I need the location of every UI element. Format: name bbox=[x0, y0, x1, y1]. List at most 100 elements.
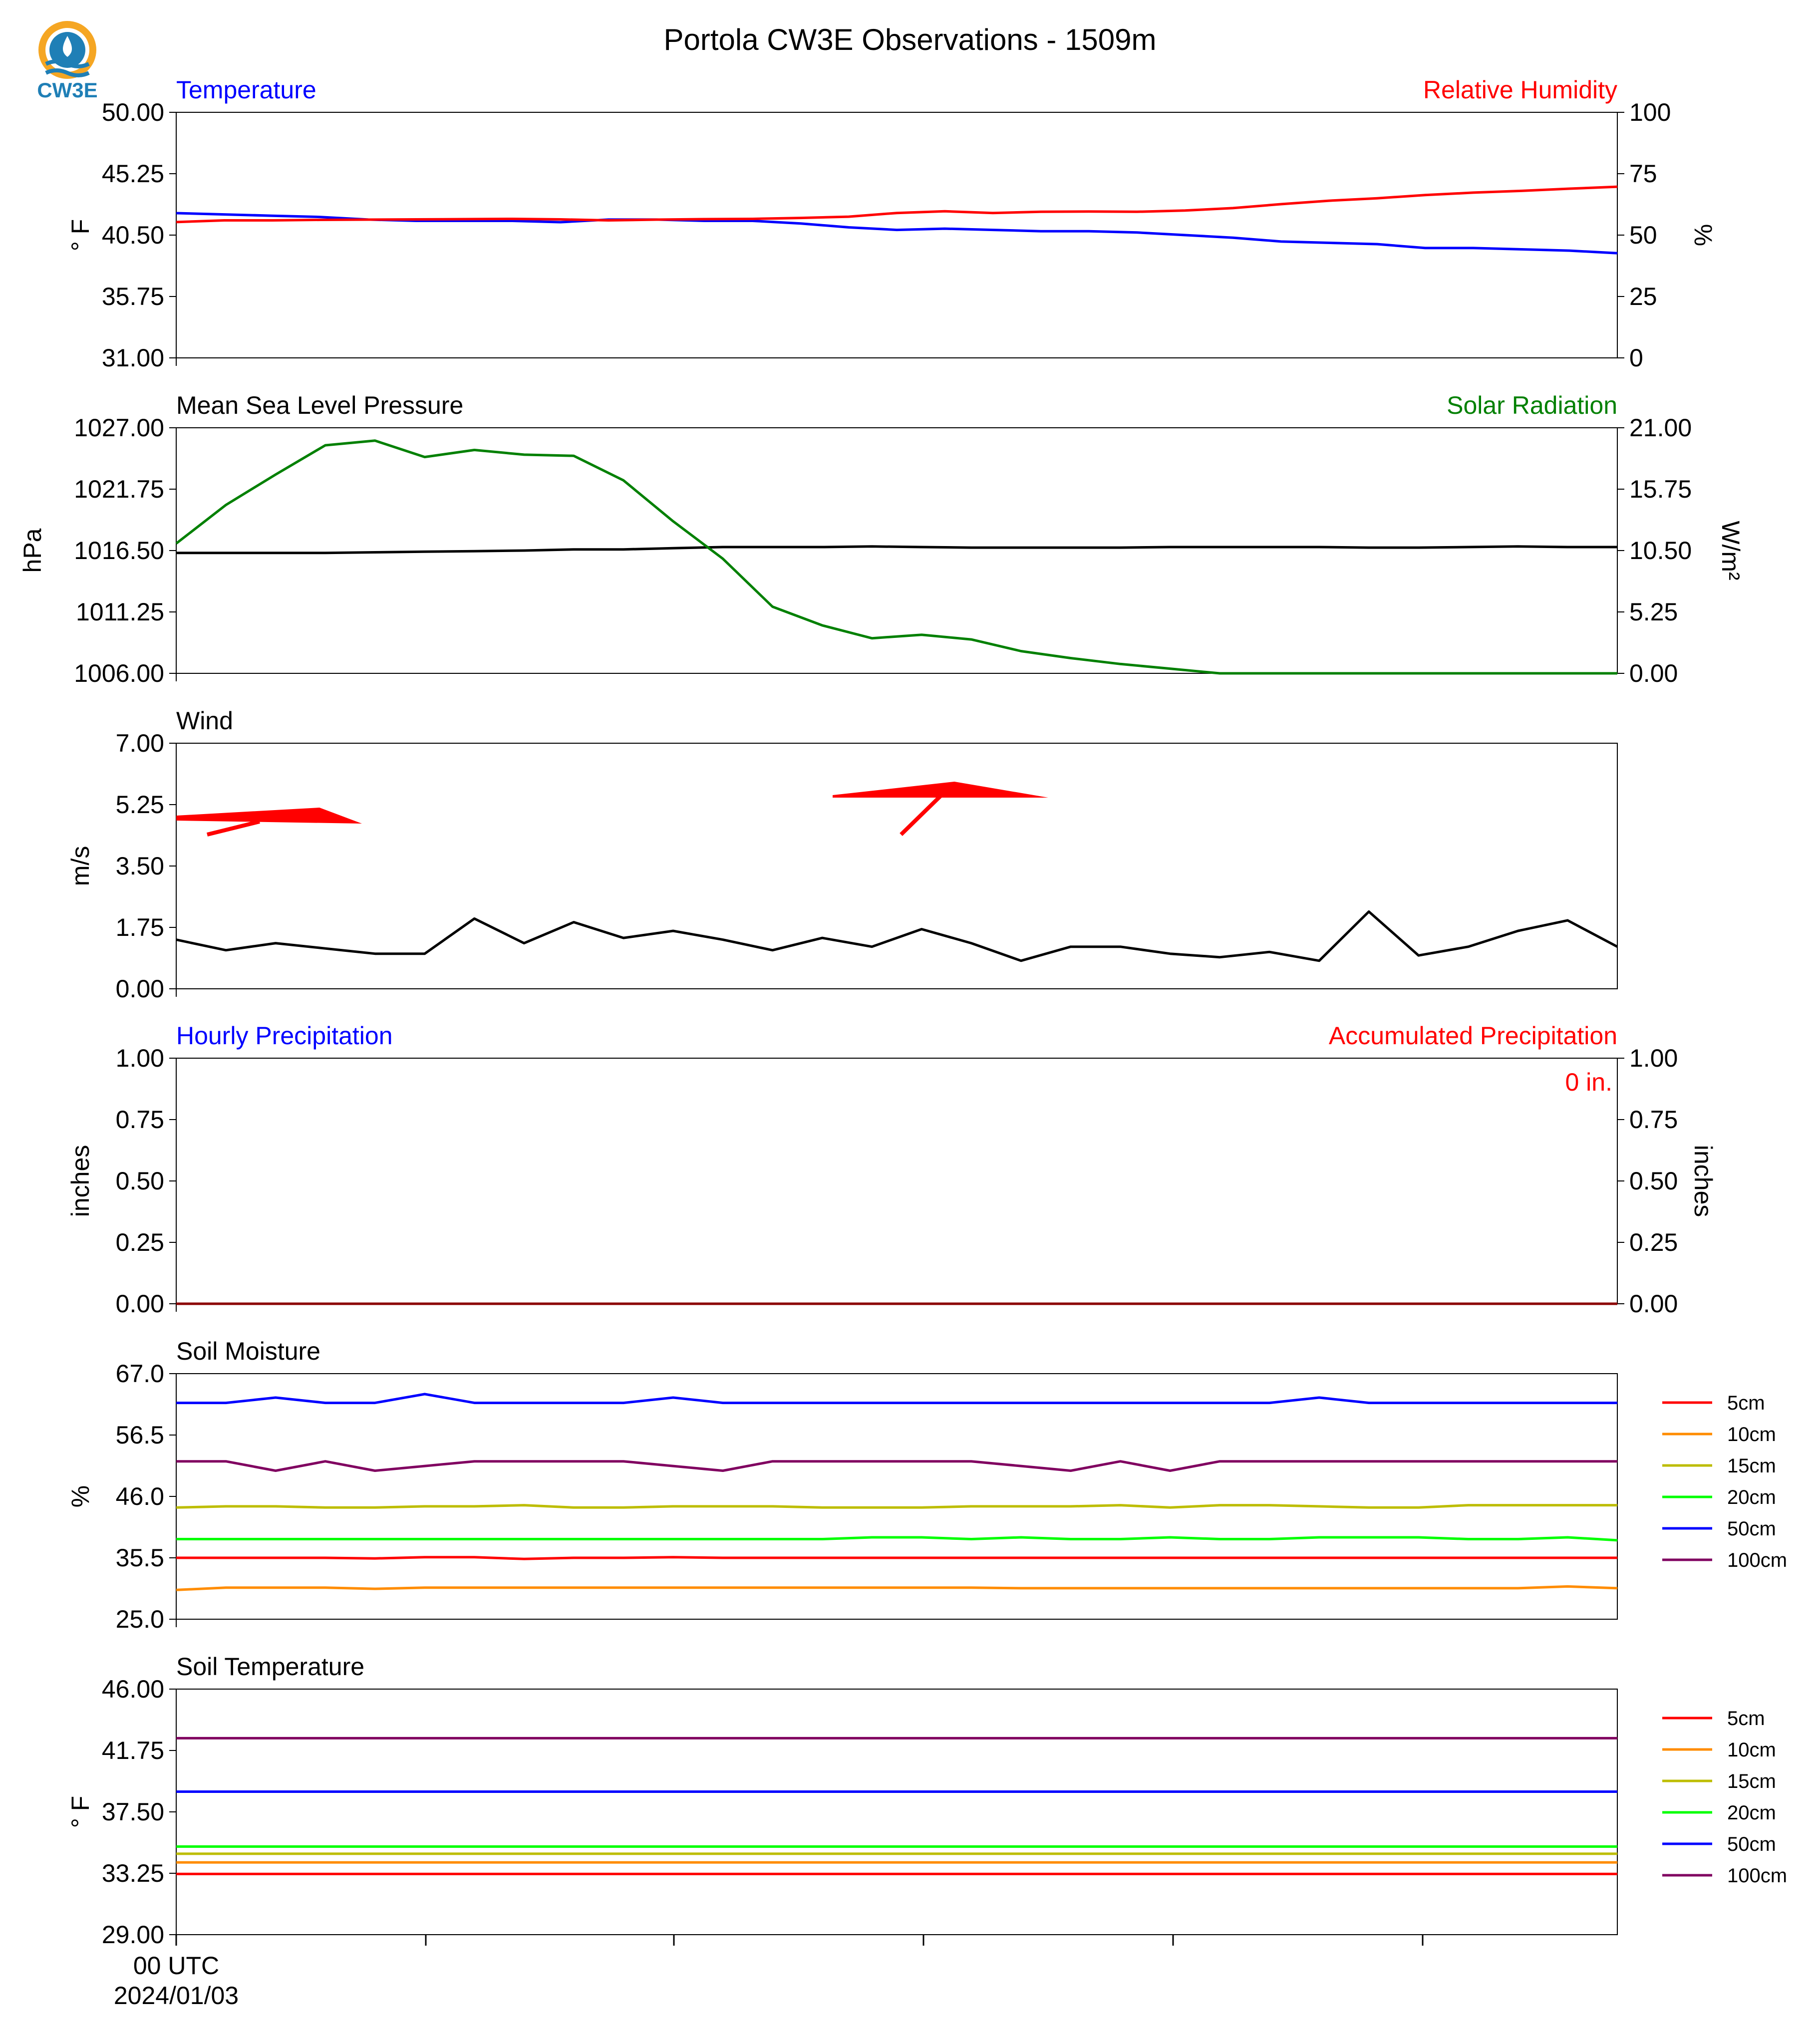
y-tick-label-left: 40.50 bbox=[102, 221, 164, 249]
series-line-0 bbox=[176, 910, 1618, 962]
y-tick-label-left: 1016.50 bbox=[74, 537, 164, 565]
x-tick-label-start: 00 UTC bbox=[133, 1952, 219, 1980]
y-tick-label-left: 67.0 bbox=[116, 1360, 164, 1388]
legend-label-5cm: 5cm bbox=[1727, 1392, 1765, 1414]
panel-soil_temperature: Soil Temperature 29.00 33.25 37.50 41.75 46.0… bbox=[66, 1653, 1787, 1949]
panel-frame bbox=[176, 1689, 1618, 1935]
y-axis-label-right: % bbox=[1689, 224, 1717, 246]
y-axis-label-left: m/s bbox=[66, 846, 94, 886]
y-tick-label-left: 56.5 bbox=[116, 1421, 164, 1449]
y-axis-label-right: W/m² bbox=[1717, 521, 1745, 580]
wind-barb-2-staff bbox=[900, 794, 942, 836]
y-tick-label-left: 37.50 bbox=[102, 1798, 164, 1826]
y-tick-label-right: 0.75 bbox=[1629, 1106, 1678, 1134]
y-tick-label-left: 33.25 bbox=[102, 1859, 164, 1887]
y-tick-label-right: 1.00 bbox=[1629, 1044, 1678, 1072]
legend-label-100cm: 100cm bbox=[1727, 1865, 1787, 1887]
y-tick-label-right: 0 bbox=[1629, 344, 1643, 372]
panel-title-left: Soil Moisture bbox=[176, 1337, 320, 1365]
y-tick-label-right: 75 bbox=[1629, 160, 1657, 188]
panel-frame bbox=[176, 1373, 1618, 1620]
legend-label-50cm: 50cm bbox=[1727, 1833, 1776, 1855]
y-tick-label-left: 0.25 bbox=[116, 1228, 164, 1256]
y-tick-label-right: 0.25 bbox=[1629, 1228, 1678, 1256]
y-axis-label-left: hPa bbox=[18, 528, 46, 573]
x-date-label: 2024/01/03 bbox=[114, 1982, 239, 2010]
figure-title: Portola CW3E Observations - 1509m bbox=[663, 23, 1156, 56]
y-tick-label-left: 7.00 bbox=[116, 729, 164, 757]
panels: Temperature Relative Humidity 31.00 35.75 40… bbox=[18, 76, 1787, 1949]
y-tick-label-left: 1011.25 bbox=[76, 598, 164, 626]
series-line-5cm bbox=[176, 1556, 1617, 1560]
y-axis-label-left: inches bbox=[66, 1145, 94, 1217]
y-tick-label-left: 46.0 bbox=[116, 1482, 164, 1510]
y-tick-label-left: 1.75 bbox=[116, 913, 164, 941]
y-tick-label-left: 25.0 bbox=[116, 1605, 164, 1633]
series-line-10cm bbox=[176, 1585, 1618, 1591]
panel-pressure_solar: Mean Sea Level Pressure Solar Radiation 10… bbox=[18, 391, 1745, 687]
legend: 5cm 10cm 15cm 20cm 50cm 100cm bbox=[1662, 1708, 1787, 1887]
y-tick-label-left: 31.00 bbox=[102, 344, 164, 372]
panel-title-right: Solar Radiation bbox=[1447, 391, 1617, 419]
wind-barb-1 bbox=[176, 808, 362, 824]
panel-annotation: 0 in. bbox=[1565, 1068, 1612, 1096]
series-line-0 bbox=[176, 212, 1618, 255]
panel-frame bbox=[176, 743, 1618, 989]
y-tick-label-left: 46.00 bbox=[102, 1675, 164, 1703]
legend-label-20cm: 20cm bbox=[1727, 1802, 1776, 1824]
panel-soil_moisture: Soil Moisture 25.0 35.5 46.0 56.5 67.0% 5cm 10c… bbox=[66, 1337, 1787, 1633]
panel-title-right: Relative Humidity bbox=[1423, 76, 1617, 104]
y-tick-label-right: 5.25 bbox=[1629, 598, 1678, 626]
y-tick-label-right: 50 bbox=[1629, 221, 1657, 249]
logo-drop-icon bbox=[62, 36, 72, 57]
series-line-20cm bbox=[176, 1536, 1618, 1542]
legend: 5cm 10cm 15cm 20cm 50cm 100cm bbox=[1662, 1392, 1787, 1571]
panel-frame bbox=[176, 112, 1618, 358]
y-tick-label-left: 0.75 bbox=[116, 1106, 164, 1134]
y-tick-label-left: 5.25 bbox=[116, 791, 164, 819]
legend-label-10cm: 10cm bbox=[1727, 1739, 1776, 1761]
series-line-50cm bbox=[176, 1393, 1617, 1405]
panel-title-right: Accumulated Precipitation bbox=[1329, 1022, 1617, 1050]
wind-barb-1-staff bbox=[207, 820, 260, 837]
wind-barb-2 bbox=[833, 782, 1048, 798]
series-line-1 bbox=[176, 185, 1618, 224]
panel-temperature_rh: Temperature Relative Humidity 31.00 35.75 40… bbox=[66, 76, 1717, 372]
panel-title-left: Wind bbox=[176, 707, 233, 735]
panel-precipitation: Hourly Precipitation Accumulated Precipit… bbox=[66, 1022, 1717, 1318]
y-tick-label-left: 45.25 bbox=[102, 160, 164, 188]
y-tick-label-right: 0.00 bbox=[1629, 659, 1678, 687]
y-tick-label-left: 1006.00 bbox=[74, 659, 164, 687]
y-tick-label-right: 10.50 bbox=[1629, 537, 1692, 565]
y-axis-label-left: ° F bbox=[66, 219, 94, 251]
y-axis-label-left: ° F bbox=[66, 1796, 94, 1828]
legend-label-10cm: 10cm bbox=[1727, 1424, 1776, 1446]
y-tick-label-left: 35.5 bbox=[116, 1544, 164, 1572]
y-tick-label-left: 1027.00 bbox=[74, 414, 164, 442]
panel-title-left: Soil Temperature bbox=[176, 1653, 364, 1681]
series-line-1 bbox=[175, 439, 1617, 675]
legend-label-50cm: 50cm bbox=[1727, 1518, 1776, 1540]
y-tick-label-right: 0.00 bbox=[1629, 1290, 1678, 1318]
y-tick-label-left: 41.75 bbox=[102, 1737, 164, 1764]
y-tick-label-right: 25 bbox=[1629, 283, 1657, 310]
y-axis-label-right: inches bbox=[1689, 1145, 1717, 1217]
legend-label-15cm: 15cm bbox=[1727, 1770, 1776, 1792]
y-tick-label-right: 21.00 bbox=[1629, 414, 1692, 442]
legend-label-100cm: 100cm bbox=[1727, 1549, 1787, 1571]
panel-wind: Wind 0.00 1.75 3.50 5.25 7.00 m/s bbox=[66, 707, 1618, 1003]
y-tick-label-right: 0.50 bbox=[1629, 1167, 1678, 1195]
legend-label-5cm: 5cm bbox=[1727, 1708, 1765, 1730]
y-tick-label-left: 35.75 bbox=[102, 283, 164, 310]
legend-label-20cm: 20cm bbox=[1727, 1486, 1776, 1508]
series-line-15cm bbox=[176, 1504, 1617, 1509]
logo-text: CW3E bbox=[37, 78, 97, 102]
legend-label-15cm: 15cm bbox=[1727, 1455, 1776, 1477]
y-tick-label-left: 3.50 bbox=[116, 852, 164, 880]
panel-frame bbox=[176, 1058, 1618, 1304]
panel-title-left: Temperature bbox=[176, 76, 316, 104]
series-line-0 bbox=[176, 545, 1617, 555]
y-tick-label-left: 1.00 bbox=[116, 1044, 164, 1072]
panel-title-left: Mean Sea Level Pressure bbox=[176, 391, 463, 419]
